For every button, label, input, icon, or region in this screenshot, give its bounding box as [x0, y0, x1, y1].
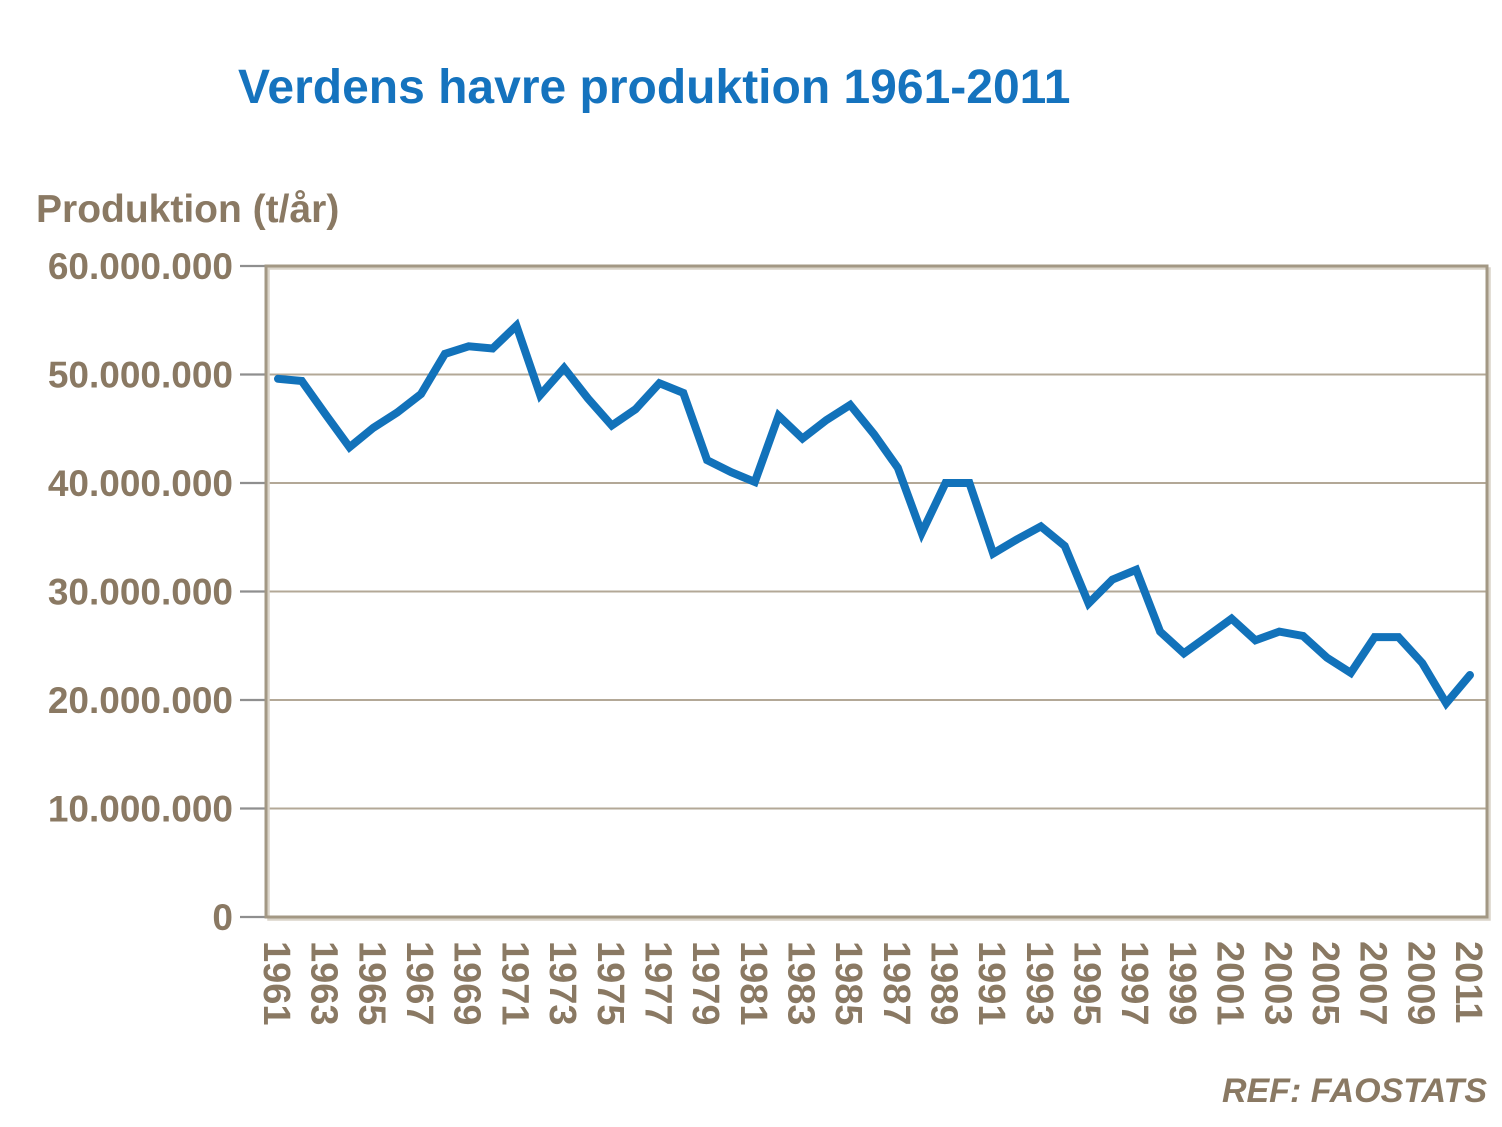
- x-tick-label: 1999: [1161, 941, 1203, 1026]
- x-tick-label: 1987: [875, 941, 917, 1026]
- x-tick-label: 2011: [1447, 941, 1489, 1023]
- x-tick-label: 1993: [1018, 941, 1060, 1026]
- x-tick-label: 1973: [541, 941, 583, 1026]
- y-tick-label: 50.000.000: [48, 355, 233, 396]
- x-tick-label: 2007: [1352, 941, 1394, 1026]
- y-tick-label: 40.000.000: [48, 463, 233, 504]
- production-line: [274, 318, 1474, 711]
- x-tick-label: 1969: [446, 941, 488, 1026]
- x-tick-label: 2003: [1256, 941, 1298, 1026]
- x-tick-label: 1975: [589, 941, 631, 1026]
- y-tick-label: 60.000.000: [48, 246, 233, 287]
- reference-note: REF: FAOSTATS: [1221, 1072, 1487, 1110]
- y-tick-label: 30.000.000: [48, 572, 233, 613]
- x-tick-label: 1995: [1066, 941, 1108, 1026]
- chart-title: Verdens havre produktion 1961-2011: [238, 61, 1071, 114]
- x-tick-label: 1989: [923, 941, 965, 1026]
- y-axis-title: Produktion (t/år): [36, 188, 340, 231]
- x-tick-label: 1981: [732, 941, 774, 1026]
- y-tick-label: 0: [212, 897, 233, 938]
- x-tick-label: 1971: [493, 941, 535, 1026]
- x-tick-label: 1991: [970, 941, 1012, 1026]
- x-tick-label: 2005: [1304, 941, 1346, 1026]
- x-tick-label: 2001: [1209, 941, 1251, 1026]
- x-tick-label: 1979: [684, 941, 726, 1026]
- y-tick-label: 20.000.000: [48, 680, 233, 721]
- x-tick-label: 1967: [398, 941, 440, 1026]
- x-tick-label: 1997: [1113, 941, 1155, 1026]
- x-tick-label: 1985: [827, 941, 869, 1026]
- x-tick-label: 1977: [636, 941, 678, 1026]
- x-tick-label: 1963: [303, 941, 345, 1026]
- plot-frame-highlight: [267, 267, 1491, 921]
- x-tick-label: 2009: [1399, 941, 1441, 1026]
- x-tick-label: 1983: [779, 941, 821, 1026]
- plot-frame: [264, 264, 1489, 919]
- x-tick-label: 1961: [255, 941, 297, 1026]
- x-tick-label: 1965: [350, 941, 392, 1026]
- y-tick-label: 10.000.000: [48, 789, 233, 830]
